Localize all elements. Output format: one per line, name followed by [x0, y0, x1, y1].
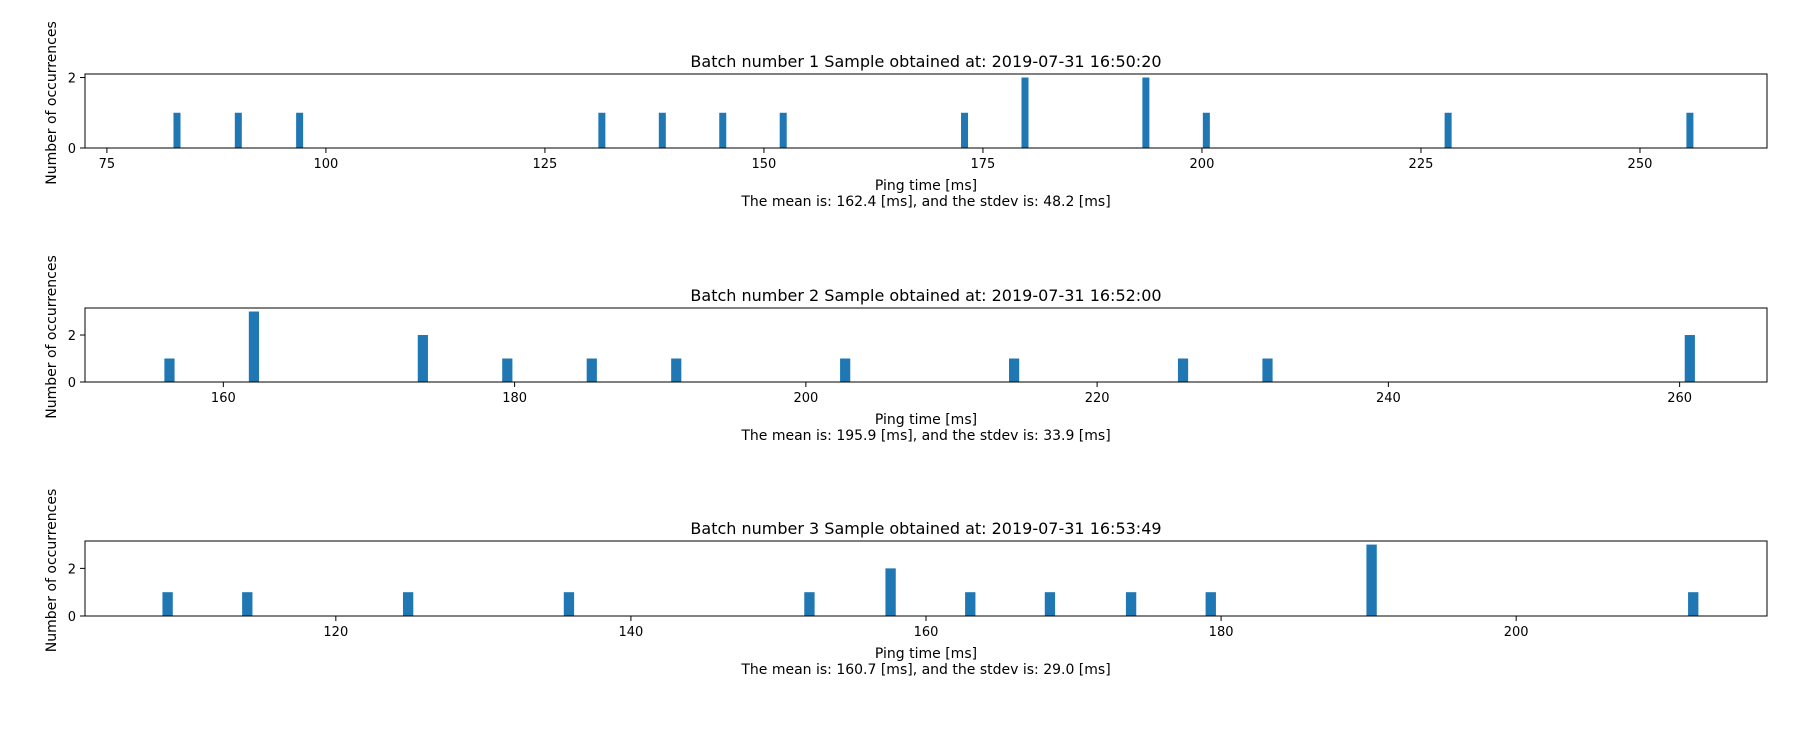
chart-panel-3: 120 140 160 180 200 0 2 Batch number 3 Sample o… [44, 489, 1768, 678]
histogram-bar [1262, 358, 1273, 382]
y-tick-label: 2 [68, 329, 76, 344]
histogram-bar [1142, 77, 1150, 148]
histogram-bar [671, 358, 682, 382]
histogram-bar [1684, 335, 1695, 382]
histogram-bar [402, 592, 414, 616]
x-tick-label: 75 [99, 157, 116, 172]
x-tick-label: 180 [1209, 625, 1234, 640]
x-tick-label: 175 [971, 157, 996, 172]
x-tick-label: 125 [533, 157, 558, 172]
x-tick-label: 120 [323, 625, 348, 640]
histogram-bar [502, 358, 513, 382]
histogram-bar [1125, 592, 1137, 616]
axes-frame [84, 540, 1768, 617]
x-axis-label: Ping time [ms] [875, 646, 977, 662]
x-tick-label: 200 [793, 391, 818, 406]
chart-title: Batch number 3 Sample obtained at: 2019-… [690, 519, 1161, 538]
y-axis-label: Number of occurrences [44, 255, 60, 419]
y-axis-label: Number of occurrences [44, 21, 60, 185]
x-tick-label: 150 [752, 157, 777, 172]
histogram-bar [164, 358, 175, 382]
stats-caption: The mean is: 160.7 [ms], and the stdev i… [740, 662, 1110, 678]
histogram-bar [961, 112, 969, 148]
chart-panel-2: 160 180 200 220 240 260 0 2 Batch number 2 Sampl… [44, 255, 1768, 444]
x-tick-label: 200 [1190, 157, 1215, 172]
histogram-bar [1366, 544, 1377, 616]
x-tick-label: 100 [313, 157, 338, 172]
histogram-bar [1686, 112, 1694, 148]
x-axis-label: Ping time [ms] [875, 178, 977, 194]
histogram-bar [1009, 358, 1020, 382]
chart-title: Batch number 1 Sample obtained at: 2019-… [690, 52, 1161, 71]
histogram-bar [417, 335, 428, 382]
histogram-bar [173, 112, 181, 148]
histogram-bar [840, 358, 851, 382]
chart-title: Batch number 2 Sample obtained at: 2019-… [690, 286, 1161, 305]
axes-frame [84, 73, 1768, 149]
y-tick-label: 2 [68, 562, 76, 577]
histogram-bar [1205, 592, 1216, 616]
histogram-bar [598, 112, 606, 148]
histogram-bar [162, 592, 173, 616]
stats-caption: The mean is: 195.9 [ms], and the stdev i… [740, 428, 1110, 444]
y-tick-label: 0 [68, 142, 76, 157]
x-tick-label: 160 [914, 625, 939, 640]
x-tick-label: 140 [618, 625, 643, 640]
x-axis-label: Ping time [ms] [875, 412, 977, 428]
histogram-bar [1444, 112, 1452, 148]
histogram-bar [719, 112, 727, 148]
y-axis-label: Number of occurrences [44, 489, 60, 653]
y-tick-label: 2 [68, 72, 76, 87]
histogram-bar [1688, 592, 1699, 616]
histogram-bar [885, 568, 896, 616]
histogram-bar [804, 592, 815, 616]
histogram-bar [779, 112, 787, 148]
histogram-bar [1021, 77, 1029, 148]
x-tick-label: 225 [1409, 157, 1434, 172]
stats-caption: The mean is: 162.4 [ms], and the stdev i… [740, 194, 1110, 210]
histogram-bar [1177, 358, 1189, 382]
y-tick-label: 0 [68, 376, 76, 391]
histogram-bar [242, 592, 253, 616]
histogram-bar [965, 592, 976, 616]
x-tick-label: 220 [1085, 391, 1110, 406]
histogram-bar [563, 592, 575, 616]
x-tick-label: 180 [502, 391, 527, 406]
histogram-bar [234, 112, 242, 148]
histogram-bar [658, 112, 666, 148]
y-tick-label: 0 [68, 610, 76, 625]
x-tick-label: 200 [1504, 625, 1529, 640]
x-tick-label: 250 [1628, 157, 1653, 172]
x-tick-label: 160 [211, 391, 236, 406]
histogram-bar [586, 358, 597, 382]
histogram-bar [296, 112, 304, 148]
chart-panel-1: 75 100 125 150 175 200 225 250 0 2 Batch number 1 … [44, 21, 1768, 210]
histogram-bar [248, 311, 260, 382]
x-tick-label: 260 [1667, 391, 1692, 406]
histogram-bar [1044, 592, 1056, 616]
axes-frame [84, 307, 1768, 383]
x-tick-label: 240 [1376, 391, 1401, 406]
histogram-bar [1202, 112, 1210, 148]
